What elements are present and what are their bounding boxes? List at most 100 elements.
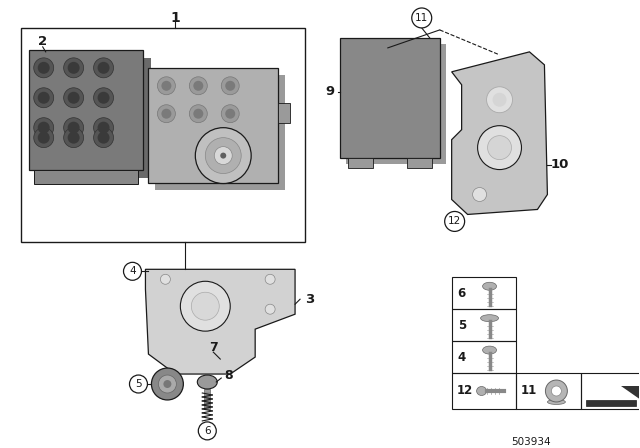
- Circle shape: [124, 263, 141, 280]
- Circle shape: [195, 128, 251, 184]
- Text: 8: 8: [224, 369, 232, 382]
- Circle shape: [97, 132, 109, 144]
- Bar: [452, 277, 516, 309]
- Ellipse shape: [481, 314, 499, 322]
- Circle shape: [180, 281, 230, 331]
- Polygon shape: [621, 386, 640, 400]
- Ellipse shape: [547, 400, 565, 405]
- Circle shape: [63, 58, 84, 78]
- Bar: [20, 28, 305, 242]
- Circle shape: [34, 118, 54, 138]
- Circle shape: [152, 368, 183, 400]
- Circle shape: [97, 62, 109, 74]
- Ellipse shape: [197, 375, 217, 389]
- Circle shape: [93, 88, 113, 108]
- Circle shape: [38, 92, 50, 104]
- Circle shape: [38, 122, 50, 134]
- Circle shape: [63, 88, 84, 108]
- Circle shape: [159, 375, 177, 393]
- Bar: [204, 389, 211, 409]
- Ellipse shape: [477, 387, 486, 396]
- Bar: [407, 158, 432, 168]
- Bar: [156, 75, 285, 190]
- Text: 4: 4: [129, 266, 136, 276]
- Circle shape: [198, 422, 216, 440]
- Text: 12: 12: [448, 216, 461, 226]
- Circle shape: [38, 62, 50, 74]
- Circle shape: [477, 126, 522, 169]
- Circle shape: [225, 109, 236, 119]
- Circle shape: [191, 292, 220, 320]
- Text: 5: 5: [458, 319, 466, 332]
- Bar: [340, 38, 440, 158]
- Bar: [516, 373, 581, 409]
- Text: 5: 5: [135, 379, 142, 389]
- Circle shape: [488, 136, 511, 159]
- Text: 1: 1: [170, 11, 180, 25]
- Polygon shape: [586, 400, 636, 406]
- Circle shape: [157, 77, 175, 95]
- Text: 4: 4: [458, 351, 466, 364]
- Text: 12: 12: [457, 384, 473, 397]
- Circle shape: [161, 109, 172, 119]
- Circle shape: [225, 81, 236, 91]
- Text: 6: 6: [204, 426, 211, 436]
- Circle shape: [93, 118, 113, 138]
- Circle shape: [68, 132, 79, 144]
- Circle shape: [129, 375, 147, 393]
- Bar: [36, 58, 152, 177]
- Circle shape: [486, 87, 513, 113]
- Circle shape: [93, 128, 113, 148]
- Circle shape: [189, 105, 207, 123]
- Text: 7: 7: [209, 340, 218, 353]
- Circle shape: [189, 77, 207, 95]
- Circle shape: [445, 211, 465, 232]
- Circle shape: [38, 132, 50, 144]
- Bar: [348, 158, 373, 168]
- Circle shape: [221, 105, 239, 123]
- Ellipse shape: [483, 346, 497, 354]
- Circle shape: [265, 304, 275, 314]
- Circle shape: [68, 92, 79, 104]
- Polygon shape: [452, 52, 547, 215]
- Circle shape: [63, 118, 84, 138]
- Circle shape: [34, 58, 54, 78]
- Circle shape: [220, 153, 227, 159]
- Text: 6: 6: [458, 287, 466, 300]
- Circle shape: [214, 146, 232, 164]
- Circle shape: [163, 380, 172, 388]
- Ellipse shape: [483, 282, 497, 290]
- Circle shape: [157, 105, 175, 123]
- Circle shape: [493, 93, 506, 107]
- Circle shape: [34, 88, 54, 108]
- Bar: [148, 68, 278, 182]
- Circle shape: [97, 92, 109, 104]
- Circle shape: [205, 138, 241, 173]
- Bar: [452, 341, 516, 373]
- Bar: [29, 50, 143, 169]
- Text: 2: 2: [38, 35, 47, 48]
- Circle shape: [93, 58, 113, 78]
- Bar: [581, 373, 640, 409]
- Circle shape: [265, 274, 275, 284]
- Circle shape: [68, 62, 79, 74]
- Circle shape: [161, 81, 172, 91]
- Text: 9: 9: [325, 85, 335, 98]
- Circle shape: [68, 122, 79, 134]
- Circle shape: [193, 109, 204, 119]
- Circle shape: [221, 77, 239, 95]
- Circle shape: [161, 274, 170, 284]
- Text: 503934: 503934: [511, 437, 551, 447]
- Circle shape: [545, 380, 568, 402]
- Circle shape: [193, 81, 204, 91]
- Text: 3: 3: [305, 293, 315, 306]
- Circle shape: [34, 128, 54, 148]
- Circle shape: [552, 386, 561, 396]
- Bar: [34, 169, 138, 184]
- Circle shape: [472, 188, 486, 202]
- Text: 10: 10: [550, 158, 568, 171]
- Bar: [452, 373, 516, 409]
- Text: 11: 11: [520, 384, 537, 397]
- Circle shape: [63, 128, 84, 148]
- Bar: [278, 103, 290, 123]
